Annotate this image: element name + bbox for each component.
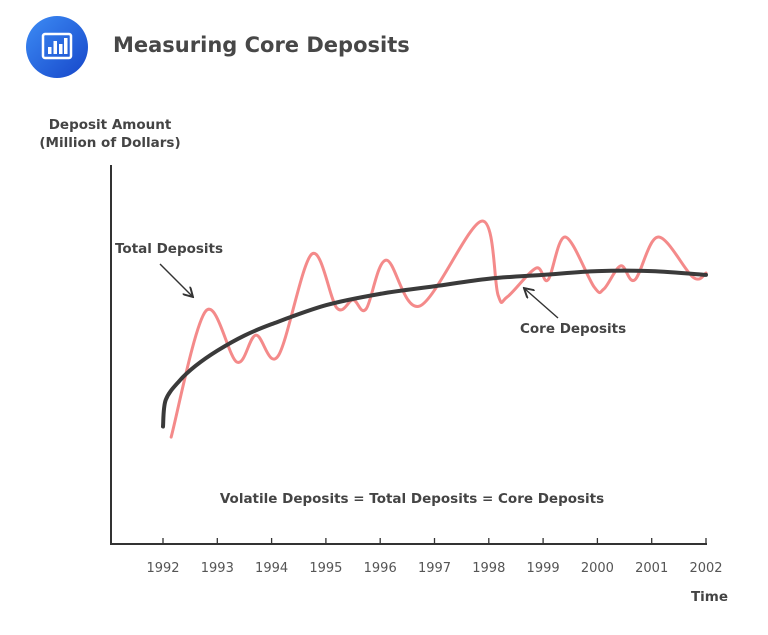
x-tick-label: 2002 <box>689 561 722 576</box>
formula-annotation: Volatile Deposits = Total Deposits = Cor… <box>220 491 604 507</box>
x-tick-label: 1994 <box>255 561 288 576</box>
x-tick-label: 1992 <box>146 561 179 576</box>
x-tick-label: 1993 <box>201 561 234 576</box>
y-axis-label: Deposit Amount (Million of Dollars) <box>20 116 200 152</box>
core-deposits-line <box>161 268 708 429</box>
total-deposits-label: Total Deposits <box>115 241 223 257</box>
x-axis-label: Time <box>691 589 728 605</box>
x-tick-label: 1998 <box>472 561 505 576</box>
page-title: Measuring Core Deposits <box>113 33 410 57</box>
y-axis-label-line1: Deposit Amount <box>48 117 172 133</box>
bar-chart-glyph <box>41 32 73 60</box>
x-tick-label: 1999 <box>527 561 560 576</box>
x-tick-label: 2001 <box>635 561 668 576</box>
core-deposits-arrow <box>525 289 559 319</box>
total-deposits-arrow <box>159 263 192 296</box>
bar-chart-icon <box>26 16 88 78</box>
core-deposits-label: Core Deposits <box>520 321 626 337</box>
y-axis-label-line2: (Million of Dollars) <box>39 135 181 151</box>
x-tick-label: 1996 <box>364 561 397 576</box>
x-tick-label: 2000 <box>581 561 614 576</box>
total-deposits-line <box>169 219 708 439</box>
x-tick-label: 1997 <box>418 561 451 576</box>
x-tick-label: 1995 <box>309 561 342 576</box>
